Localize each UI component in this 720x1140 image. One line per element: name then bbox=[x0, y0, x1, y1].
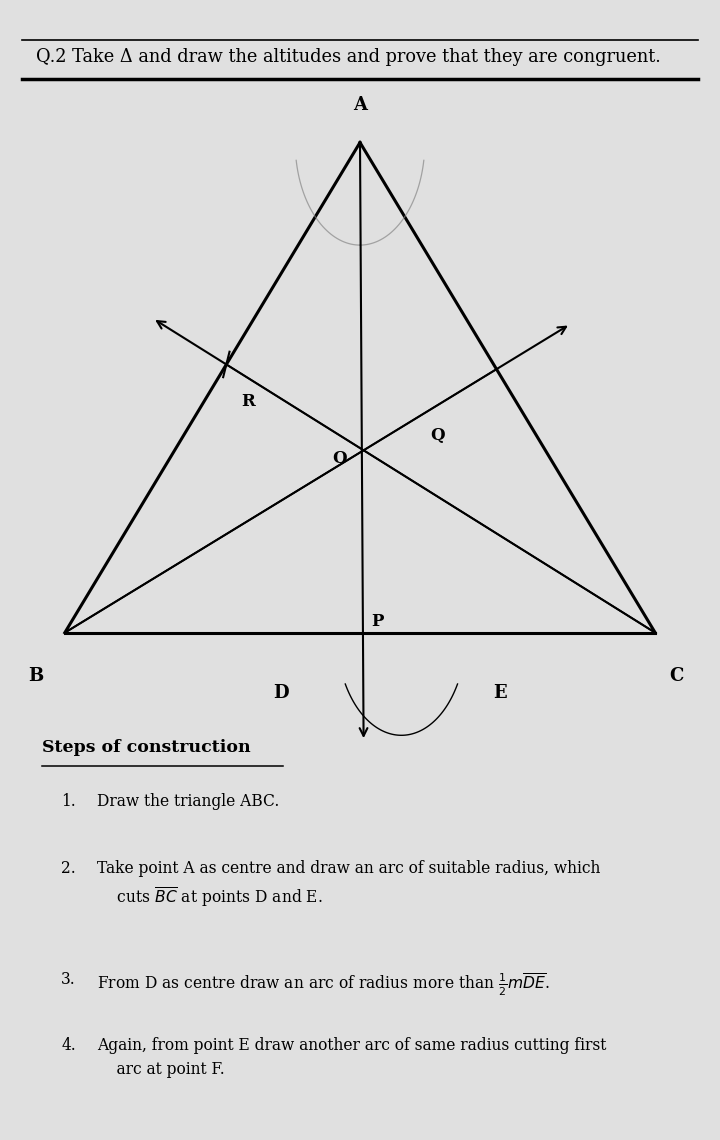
Text: A: A bbox=[353, 96, 367, 114]
Text: O: O bbox=[333, 450, 347, 466]
Text: R: R bbox=[241, 393, 256, 409]
Text: Again, from point E draw another arc of same radius cutting first
    arc at poi: Again, from point E draw another arc of … bbox=[97, 1037, 606, 1078]
Text: Q: Q bbox=[431, 428, 445, 443]
Text: 1.: 1. bbox=[61, 793, 76, 811]
Text: Steps of construction: Steps of construction bbox=[42, 739, 251, 756]
Text: Take point A as centre and draw an arc of suitable radius, which
    cuts $\over: Take point A as centre and draw an arc o… bbox=[97, 860, 600, 910]
Text: B: B bbox=[28, 667, 43, 685]
Text: Q.2 Take Δ and draw the altitudes and prove that they are congruent.: Q.2 Take Δ and draw the altitudes and pr… bbox=[36, 48, 661, 66]
Text: D: D bbox=[273, 684, 289, 702]
Text: From D as centre draw an arc of radius more than $\frac{1}{2}m\overline{DE}$.: From D as centre draw an arc of radius m… bbox=[97, 971, 550, 998]
Text: E: E bbox=[494, 684, 507, 702]
Text: 2.: 2. bbox=[61, 860, 76, 877]
Text: C: C bbox=[670, 667, 684, 685]
Text: 3.: 3. bbox=[61, 971, 76, 988]
Text: Draw the triangle ABC.: Draw the triangle ABC. bbox=[97, 793, 279, 811]
Text: P: P bbox=[371, 613, 383, 630]
Text: 4.: 4. bbox=[61, 1037, 76, 1054]
